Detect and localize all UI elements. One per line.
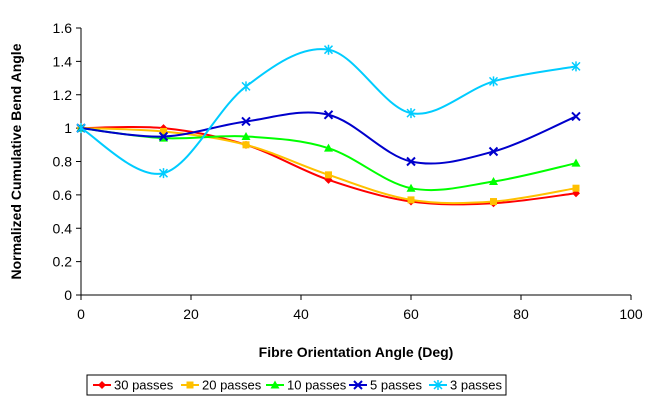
legend-swatch-marker [98, 381, 106, 389]
x-tick-label: 40 [293, 306, 309, 322]
y-tick-label: 0.2 [53, 254, 73, 270]
y-tick-label: 1.2 [53, 87, 73, 103]
legend-item: 20 passes [181, 378, 262, 393]
data-point [490, 198, 497, 206]
data-point [241, 81, 251, 92]
y-tick-label: 1 [64, 120, 72, 136]
data-point [241, 116, 251, 127]
data-point [572, 184, 580, 192]
legend-label: 10 passes [287, 378, 347, 393]
y-tick-label: 0.4 [53, 220, 73, 236]
legend-box [86, 374, 507, 396]
y-tick-label: 1.6 [53, 20, 73, 36]
data-point [242, 141, 250, 149]
data-point [241, 131, 251, 140]
series-line [80, 48, 577, 175]
data-point [489, 177, 498, 186]
legend-item: 10 passes [266, 378, 347, 393]
data-point [323, 110, 334, 120]
data-point [488, 146, 499, 157]
legend-item: 5 passes [349, 378, 423, 393]
data-point [406, 183, 416, 192]
y-tick-label: 1.4 [53, 53, 73, 69]
data-point [158, 168, 169, 179]
x-tick-label: 0 [77, 306, 85, 322]
x-tick-label: 60 [403, 306, 419, 322]
legend-item: 3 passes [429, 378, 503, 393]
data-point [406, 108, 416, 119]
data-point [325, 171, 332, 179]
data-point [571, 111, 581, 122]
x-tick-label: 80 [513, 306, 529, 322]
data-point [406, 156, 416, 167]
legend-label: 3 passes [450, 378, 503, 393]
legend-label: 5 passes [370, 378, 423, 393]
legend-label: 20 passes [202, 378, 262, 393]
x-tick-label: 100 [619, 306, 643, 322]
legend-swatch-marker [186, 381, 194, 389]
data-point [571, 61, 581, 72]
data-point [158, 131, 169, 142]
series-line [80, 127, 577, 205]
y-tick-label: 0.8 [53, 154, 73, 170]
y-tick-label: 0.6 [53, 187, 73, 203]
legend-swatch-marker [270, 380, 280, 389]
data-point [407, 196, 415, 204]
data-point [571, 158, 581, 167]
series-layer [76, 44, 581, 208]
legend-swatch-marker [433, 380, 443, 390]
series-3-passes [76, 44, 581, 179]
data-point [76, 123, 86, 134]
data-point [323, 44, 334, 55]
data-point [324, 143, 333, 152]
legend-label: 30 passes [114, 378, 174, 393]
axes: 0 0.2 0.4 0.6 0.8 1 1.2 1.4 1.6 0 20 40 60 80 100 [53, 20, 643, 322]
legend-item: 30 passes [93, 378, 174, 393]
data-point [160, 127, 167, 135]
data-point [488, 76, 499, 87]
x-axis-title: Fibre Orientation Angle (Deg) [259, 344, 454, 360]
y-tick-label: 0 [64, 287, 72, 303]
legend: 30 passes 20 passes 10 passes 5 passes 3 pas… [86, 374, 507, 396]
legend-swatch-marker [353, 380, 363, 390]
x-tick-label: 20 [183, 306, 199, 322]
y-axis-title: Normalized Cumulative Bend Angle [8, 43, 24, 279]
